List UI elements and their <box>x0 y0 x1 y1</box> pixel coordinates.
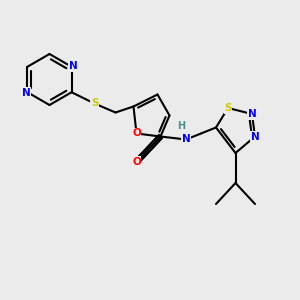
Text: S: S <box>91 98 98 109</box>
Text: O: O <box>132 128 141 139</box>
Text: N: N <box>22 88 30 98</box>
Text: S: S <box>224 103 232 113</box>
Text: N: N <box>250 131 260 142</box>
Text: O: O <box>132 157 141 167</box>
Text: N: N <box>248 109 256 119</box>
Text: H: H <box>177 121 186 131</box>
Text: N: N <box>182 134 190 145</box>
Text: N: N <box>69 61 77 71</box>
